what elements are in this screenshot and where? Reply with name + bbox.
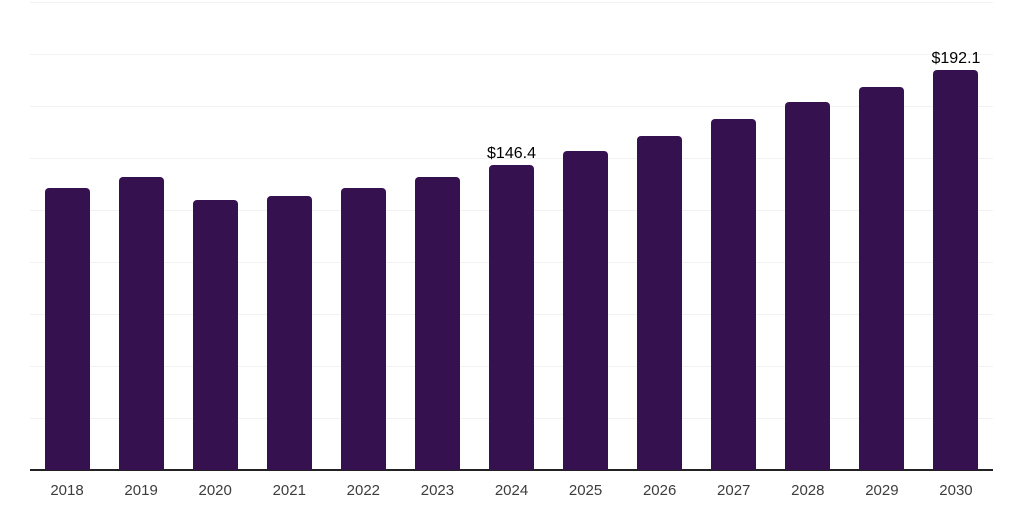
x-tick-label-2029: 2029 [865,482,899,499]
x-tick-label-2030: 2030 [939,482,973,499]
gridline [30,106,993,107]
bar-2025 [563,150,609,470]
bar-2028 [785,102,831,470]
bar-2022 [340,188,386,470]
x-tick-label-2022: 2022 [346,482,381,499]
x-tick-label-2021: 2021 [272,482,306,499]
bar-2027 [711,119,757,470]
x-tick-label-2019: 2019 [124,482,158,499]
x-tick-label-2025: 2025 [568,482,603,499]
bar-2020 [192,200,238,470]
x-tick-label-2026: 2026 [642,482,677,499]
x-tick-label-2018: 2018 [50,482,84,499]
bar-2026 [637,135,683,470]
value-label-2024: $146.4 [487,145,536,163]
bar-2024 [489,165,534,470]
bar-2030 [933,70,979,470]
x-tick-label-2028: 2028 [791,482,825,499]
x-tick-label-2027: 2027 [717,482,751,499]
bar-2023 [414,177,460,470]
x-tick-label-2023: 2023 [420,482,455,499]
value-label-2030: $192.1 [931,50,981,68]
bar-2021 [266,195,312,470]
x-axis-line [30,469,993,471]
x-tick-label-2024: 2024 [494,482,529,499]
x-tick-label-2020: 2020 [198,482,232,499]
gridline [30,158,993,159]
bar-2029 [859,87,905,470]
bar-2019 [118,176,164,470]
gridline [30,2,993,3]
gridline [30,54,993,55]
bar-2018 [44,188,90,470]
